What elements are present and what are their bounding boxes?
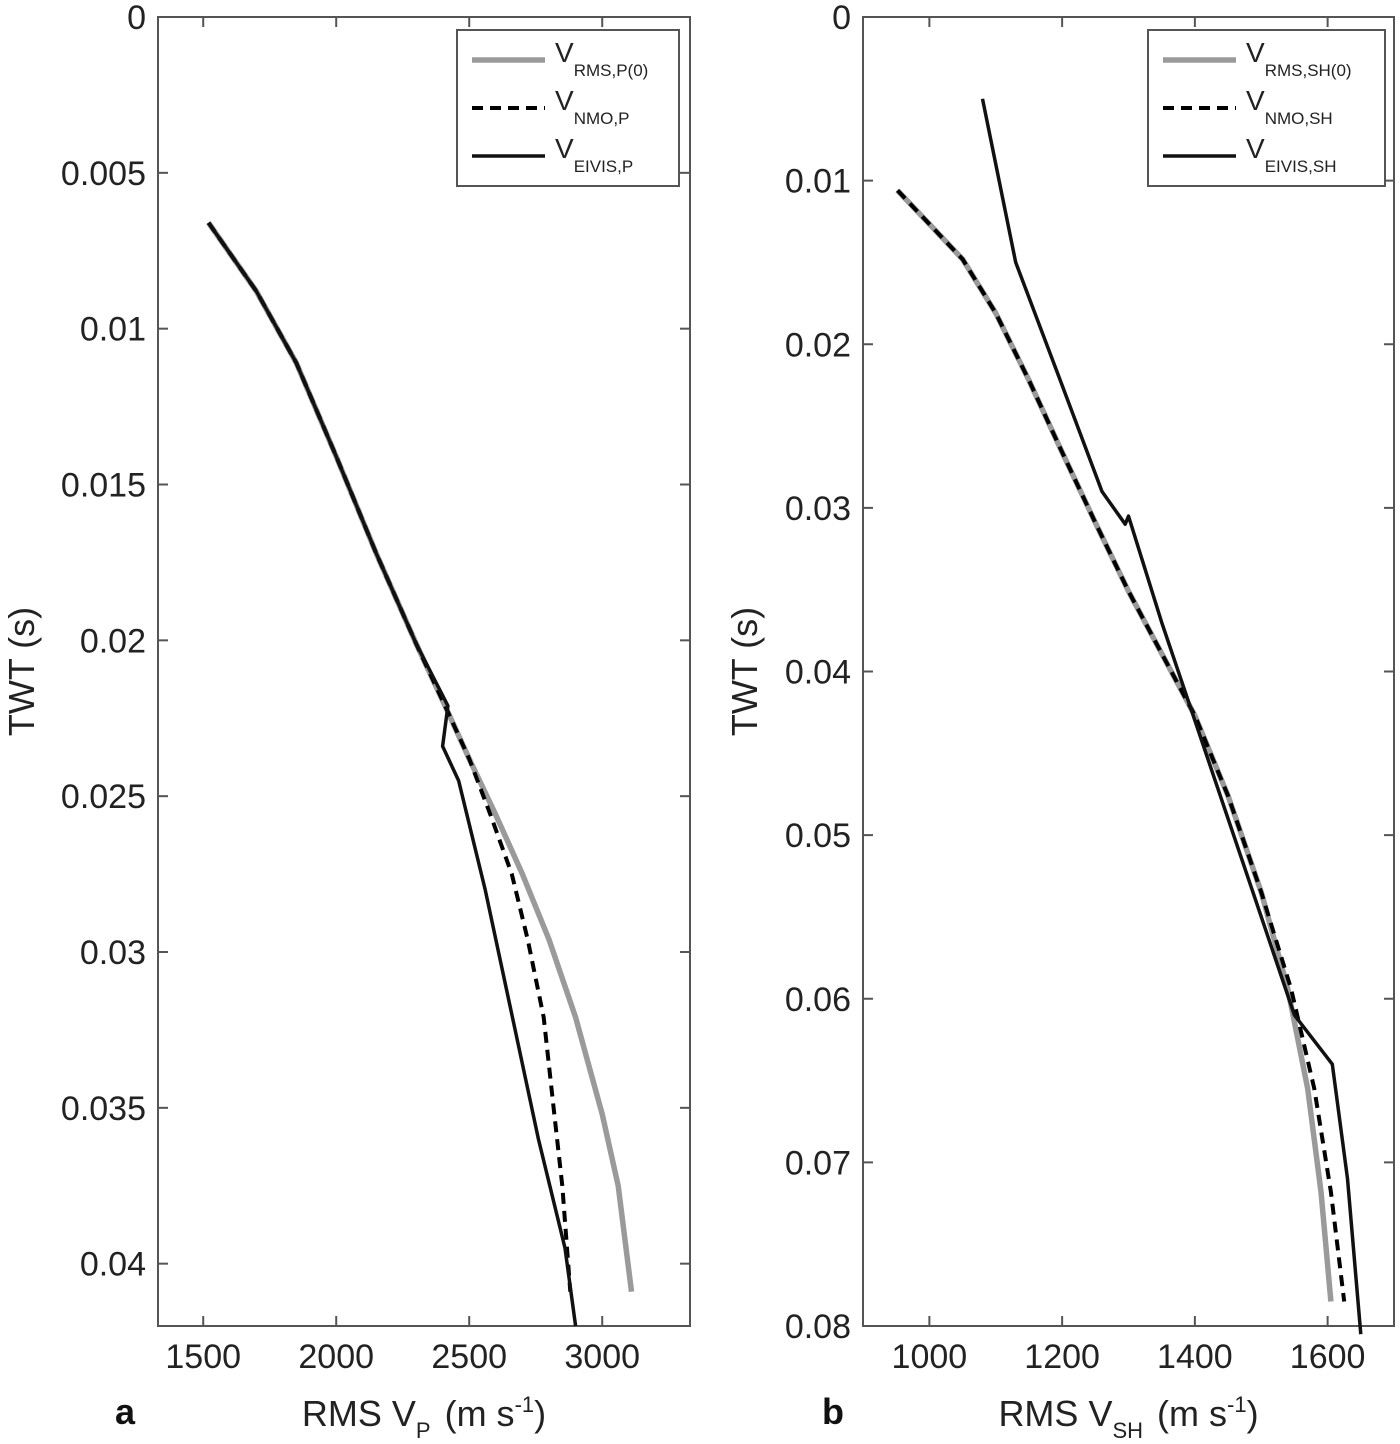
y-tick-label: 0.015 bbox=[61, 467, 146, 505]
series-line-nmo bbox=[896, 189, 1347, 1302]
series-line-eivis bbox=[980, 98, 1363, 1335]
y-tick-label: 0.02 bbox=[80, 622, 146, 660]
y-tick-label: 0.04 bbox=[785, 654, 851, 692]
series-line-eivis bbox=[207, 221, 578, 1327]
y-tick-label: 0.03 bbox=[80, 934, 146, 972]
panel-a: 1500 2000 2500 3000 0 0.005 0.01 0.015 0.02 0.025… bbox=[1, 0, 691, 1443]
legend: VRMS,P(0) VNMO,P VEIVIS,P bbox=[456, 29, 680, 187]
y-tick-label: 0.01 bbox=[785, 163, 851, 201]
x-tick-label: 1500 bbox=[165, 1338, 241, 1376]
legend-entry: VRMS,SH(0) bbox=[1246, 37, 1352, 80]
y-tick-label: 0.04 bbox=[80, 1246, 146, 1284]
y-tick-label: 0.01 bbox=[80, 311, 146, 349]
series-line-rms bbox=[895, 188, 1334, 1302]
y-axis-label: TWT (s) bbox=[724, 607, 765, 736]
x-tick-label: 1000 bbox=[892, 1338, 968, 1376]
x-axis-label: RMS VSH (m s-1) bbox=[998, 1392, 1258, 1443]
panel-letter: a bbox=[115, 1391, 136, 1432]
series-line-nmo bbox=[206, 221, 573, 1292]
legend-entry: VEIVIS,SH bbox=[1246, 133, 1337, 176]
x-tick-label: 1600 bbox=[1290, 1338, 1366, 1376]
y-tick-label: 0 bbox=[127, 0, 146, 37]
legend-entry: VEIVIS,P bbox=[555, 133, 633, 176]
y-tick-label: 0.06 bbox=[785, 981, 851, 1019]
legend: VRMS,SH(0) VNMO,SH VEIVIS,SH bbox=[1147, 29, 1386, 187]
x-tick-label: 3000 bbox=[564, 1338, 640, 1376]
x-tick-label: 2500 bbox=[431, 1338, 507, 1376]
y-tick-label: 0.07 bbox=[785, 1144, 851, 1182]
y-tick-label: 0.02 bbox=[785, 326, 851, 364]
x-tick-label: 1400 bbox=[1157, 1338, 1233, 1376]
x-tick-label: 2000 bbox=[298, 1338, 374, 1376]
axes-frame bbox=[157, 16, 691, 1327]
panel-letter: b bbox=[822, 1391, 844, 1432]
legend-entry: VRMS,P(0) bbox=[555, 37, 648, 80]
x-axis-label: RMS VP (m s-1) bbox=[302, 1392, 546, 1443]
legend-entry: VNMO,P bbox=[555, 85, 629, 128]
y-tick-label: 0.035 bbox=[61, 1090, 146, 1128]
y-axis-label: TWT (s) bbox=[1, 607, 42, 736]
y-tick-label: 0.005 bbox=[61, 155, 146, 193]
series-line-rms bbox=[206, 221, 635, 1293]
panel-b: 1000 1200 1400 1600 0 0.01 0.02 0.03 0.04 0.05 0.0… bbox=[724, 0, 1395, 1443]
y-tick-label: 0.05 bbox=[785, 817, 851, 855]
y-tick-label: 0 bbox=[832, 0, 851, 37]
x-tick-label: 1200 bbox=[1024, 1338, 1100, 1376]
legend-entry: VNMO,SH bbox=[1246, 85, 1333, 128]
y-tick-label: 0.025 bbox=[61, 778, 146, 816]
y-tick-label: 0.08 bbox=[785, 1308, 851, 1346]
y-tick-label: 0.03 bbox=[785, 490, 851, 528]
